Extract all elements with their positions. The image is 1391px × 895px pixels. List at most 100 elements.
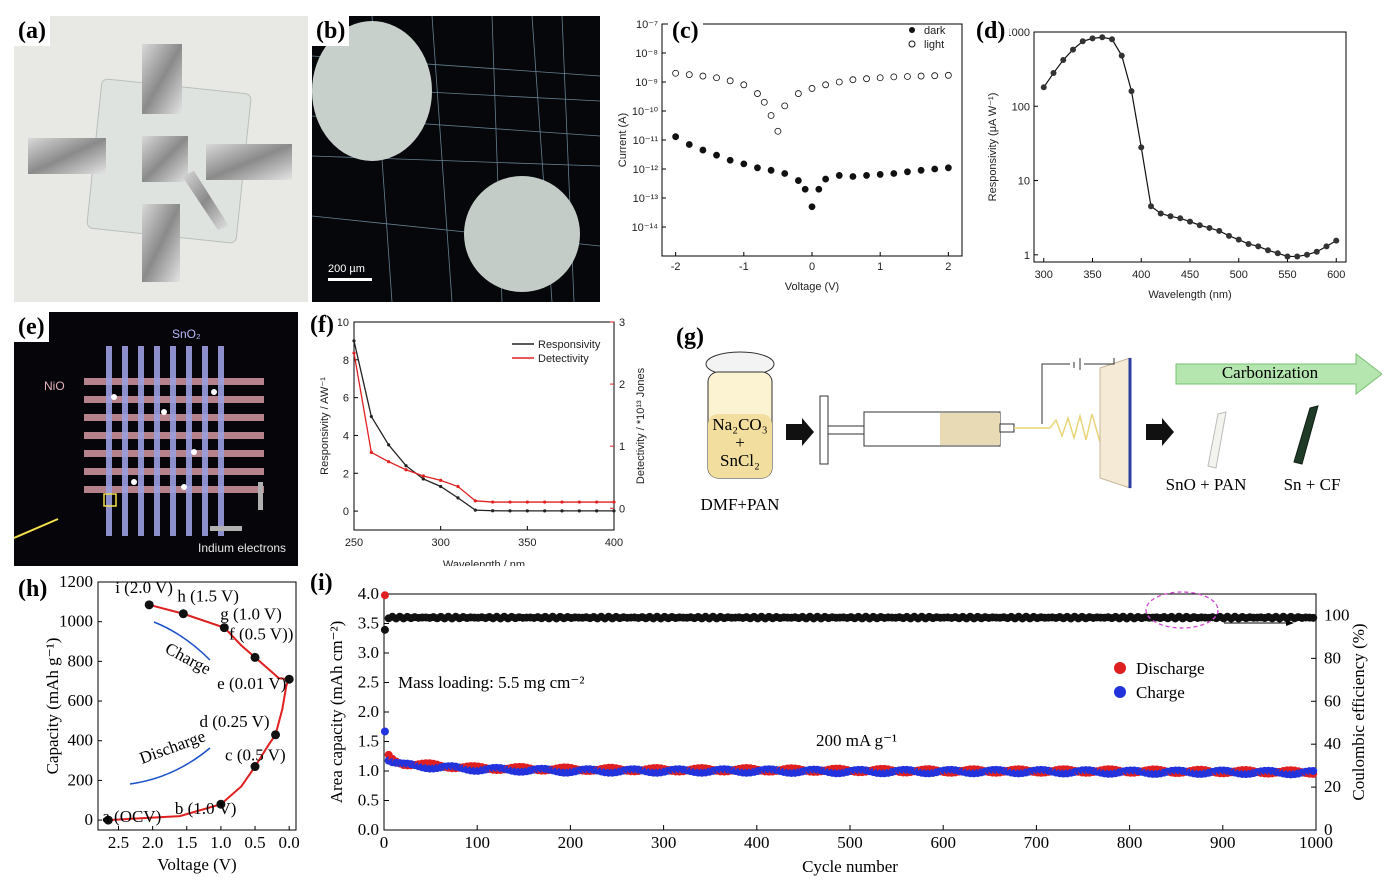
y-tick-label: 10⁻⁹ (635, 77, 658, 89)
legend-label-dark: dark (924, 25, 946, 37)
data-point (1196, 222, 1203, 229)
highlight-ellipse (1145, 591, 1219, 629)
y-axis-label: Current (A) (617, 113, 629, 167)
y2-tick-label: 60 (1324, 691, 1341, 710)
panel-label-i: (i) (306, 568, 337, 598)
data-point-light (767, 112, 775, 119)
x-tick-label: 600 (930, 833, 956, 852)
foil-bottom (142, 204, 180, 282)
y-tick-label: 0.0 (358, 820, 379, 839)
data-point (1274, 250, 1281, 257)
data-point-responsivity (352, 339, 356, 343)
data-point-responsivity (595, 509, 599, 513)
data-point-detectivity (525, 500, 529, 504)
data-point-light (944, 71, 952, 79)
panel-label-f: (f) (306, 310, 338, 340)
x-tick-label: 2 (945, 261, 951, 273)
data-point-detectivity (404, 468, 408, 472)
series-detectivity (353, 352, 614, 503)
data-point (1333, 237, 1340, 244)
micrograph-image: 200 µm (312, 16, 600, 302)
state-point-label: i (2.0 V) (115, 578, 173, 597)
data-point (1099, 34, 1106, 41)
data-point (1148, 203, 1154, 210)
state-point-label: d (0.25 V) (200, 712, 270, 731)
y2-tick-label: 0 (619, 503, 625, 515)
x-axis-label: Voltage (V) (785, 281, 839, 293)
annotation-discharge: Discharge (137, 726, 208, 767)
x-tick-label: 250 (345, 537, 363, 549)
data-point-detectivity (369, 450, 373, 454)
legend-marker-light (908, 40, 916, 48)
sn-cf-fiber (1293, 405, 1319, 465)
data-point-light (794, 90, 802, 97)
data-point-detectivity (473, 499, 477, 503)
y-tick-label: 400 (68, 731, 94, 750)
x-tick-label: -1 (739, 261, 749, 273)
data-point-responsivity (439, 484, 443, 489)
data-point-responsivity (612, 509, 616, 513)
state-point-label: f (0.5 V)) (229, 624, 293, 643)
plot-frame (383, 593, 1317, 831)
x-tick-label: 0 (380, 833, 389, 852)
syringe-plunger (819, 395, 829, 465)
y-tick-label: 0 (85, 810, 94, 829)
data-point-dark (699, 146, 707, 154)
data-point-light (672, 69, 680, 77)
data-point-dark (754, 164, 761, 172)
data-point (1060, 56, 1067, 63)
data-point-light (863, 75, 870, 83)
axis-arrowhead (1286, 620, 1294, 626)
y-tick-label: 2.0 (358, 702, 379, 721)
annotation-charge: Charge (162, 639, 214, 679)
data-point-dark (863, 172, 870, 179)
data-point (1226, 232, 1232, 239)
x-tick-label: 0 (809, 261, 815, 273)
y-tick-label: 10 (1018, 176, 1030, 188)
foil-center (142, 136, 188, 182)
charge-point (380, 727, 389, 736)
data-point (1216, 227, 1223, 234)
data-point (1304, 251, 1310, 258)
data-point-dark (849, 173, 857, 180)
data-point (1089, 35, 1096, 42)
data-point-responsivity (369, 414, 373, 419)
y-tick-label: 10⁻¹² (633, 164, 659, 176)
state-point (250, 762, 260, 772)
panel-label-a: (a) (14, 16, 50, 46)
y-tick-label: 2 (343, 468, 349, 480)
y-tick-label: 10⁻⁸ (635, 48, 658, 60)
x-tick-label: 1000 (1299, 833, 1333, 852)
data-point-detectivity (595, 500, 599, 504)
x-axis-label: Cycle number (802, 857, 898, 876)
x-tick-label: 2.0 (142, 833, 163, 852)
plot-frame (1033, 31, 1347, 263)
x-tick-label: 550 (1278, 269, 1296, 281)
panel-label-e: (e) (14, 312, 49, 342)
x-axis-label: Wavelength / nm (443, 559, 525, 566)
data-point-light (876, 74, 884, 82)
state-point (271, 730, 281, 740)
panel-g-process-schematic: (g) Na₂CO₃ + SnCl₂ DMF+PAN Carbonization… (670, 318, 1382, 558)
x-tick-label: 400 (1132, 269, 1150, 281)
y2-axis-label: Coulombic efficiency (%) (1349, 623, 1368, 800)
data-point (1265, 247, 1271, 254)
data-point-responsivity (525, 509, 529, 513)
data-point-dark (822, 175, 830, 183)
data-point-dark (808, 203, 816, 211)
data-point (1177, 215, 1184, 222)
x-tick-label: 400 (605, 537, 623, 549)
panel-b-micrograph: 200 µm (b) (312, 16, 600, 302)
data-point-responsivity (543, 509, 547, 513)
arrow-2 (1146, 418, 1174, 446)
data-point-detectivity (612, 500, 616, 504)
y-tick-label: 10 (337, 317, 349, 329)
data-point-detectivity (439, 478, 443, 482)
data-point-light (740, 81, 748, 89)
state-point (178, 609, 188, 619)
x-tick-label: 1.0 (210, 833, 231, 852)
legend-label-responsivity: Responsivity (538, 339, 601, 351)
state-point-label: g (1.0 V) (220, 605, 282, 624)
plot-frame (661, 23, 963, 257)
x-tick-label: 0.0 (279, 833, 300, 852)
